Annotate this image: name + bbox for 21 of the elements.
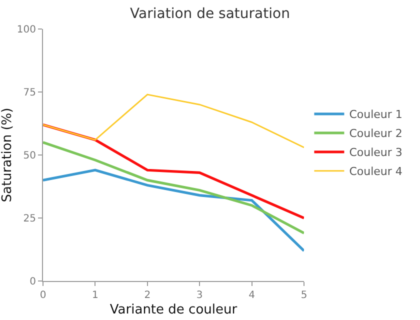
x-axis-title: Variante de couleur [110,302,238,318]
y-tick-label: 75 [23,88,36,98]
legend-label: Couleur 1 [349,108,402,122]
y-tick-label: 100 [16,24,36,36]
line-series [43,94,304,148]
x-tick-label: 3 [196,290,203,301]
x-tick-label: 0 [40,290,46,301]
x-tick-label: 4 [248,290,255,301]
line-series [43,168,304,252]
y-tick-label: 25 [23,214,36,224]
y-tick-label: 0 [30,276,36,288]
legend-label: Couleur 3 [349,146,402,160]
x-tick-label: 2 [144,290,151,301]
legend-label: Couleur 4 [349,165,402,178]
x-tick-label: 5 [300,290,308,301]
chart-title: Variation de saturation [130,6,290,22]
y-axis-title: Saturation (%) [0,108,15,202]
y-tick-label: 50 [23,150,36,162]
x-tick-label: 1 [92,290,98,301]
line-series [43,141,304,234]
legend-label: Couleur 2 [349,127,402,140]
